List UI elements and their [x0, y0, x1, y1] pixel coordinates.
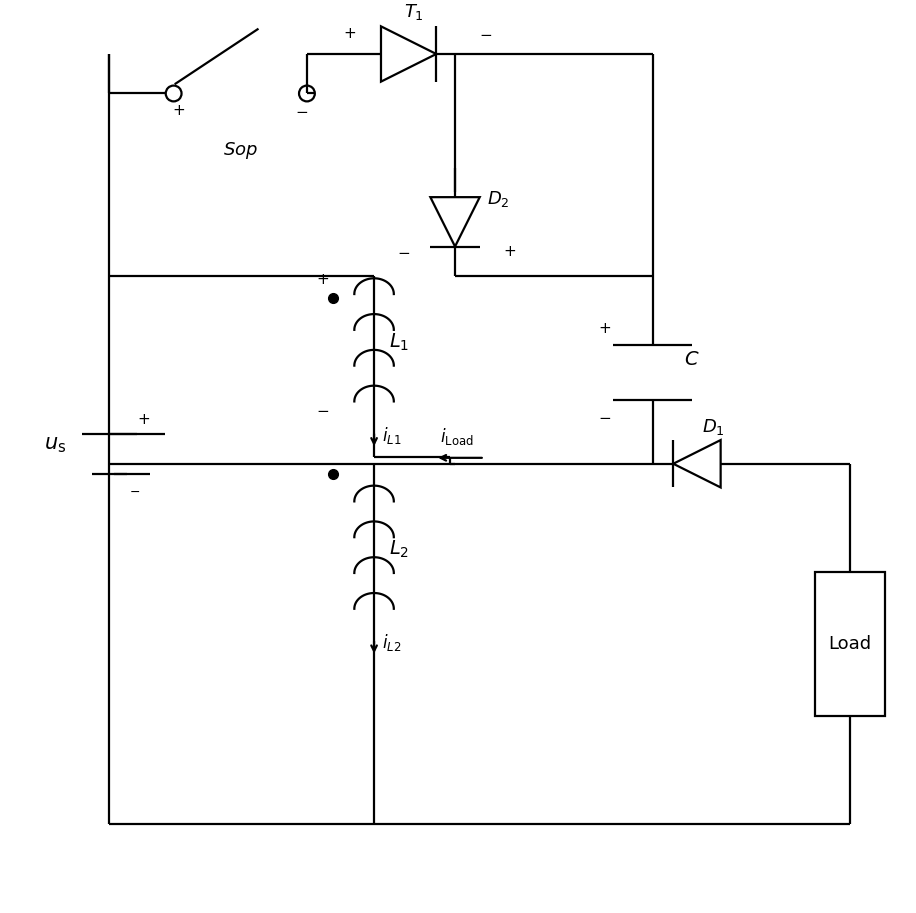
Text: $i_{\rm Load}$: $i_{\rm Load}$ — [441, 426, 474, 447]
Text: $i_{L2}$: $i_{L2}$ — [382, 633, 401, 654]
Text: $-$: $-$ — [598, 409, 611, 425]
Text: $i_{L1}$: $i_{L1}$ — [382, 425, 401, 446]
Text: $C$: $C$ — [684, 350, 700, 369]
Text: $-$: $-$ — [316, 403, 330, 417]
Text: $+$: $+$ — [137, 413, 150, 427]
Bar — [815, 572, 885, 716]
Text: $+$: $+$ — [343, 26, 356, 41]
Text: $+$: $+$ — [316, 272, 329, 287]
Text: $T_1$: $T_1$ — [404, 3, 423, 23]
Text: $D_1$: $D_1$ — [702, 417, 725, 437]
Text: $-$: $-$ — [398, 245, 410, 259]
Text: $-$: $-$ — [296, 103, 309, 118]
Text: $-$: $-$ — [128, 486, 140, 498]
Text: $+$: $+$ — [503, 245, 516, 259]
Text: $-$: $-$ — [479, 26, 492, 41]
Text: $D_2$: $D_2$ — [486, 189, 509, 209]
Text: $+$: $+$ — [172, 103, 185, 118]
Text: $+$: $+$ — [598, 321, 611, 336]
Text: $u_{\rm s}$: $u_{\rm s}$ — [44, 435, 66, 455]
Text: $L_1$: $L_1$ — [389, 331, 409, 353]
Text: $Sop$: $Sop$ — [223, 140, 257, 161]
Text: $L_2$: $L_2$ — [389, 539, 409, 561]
Text: Load: Load — [828, 635, 871, 653]
